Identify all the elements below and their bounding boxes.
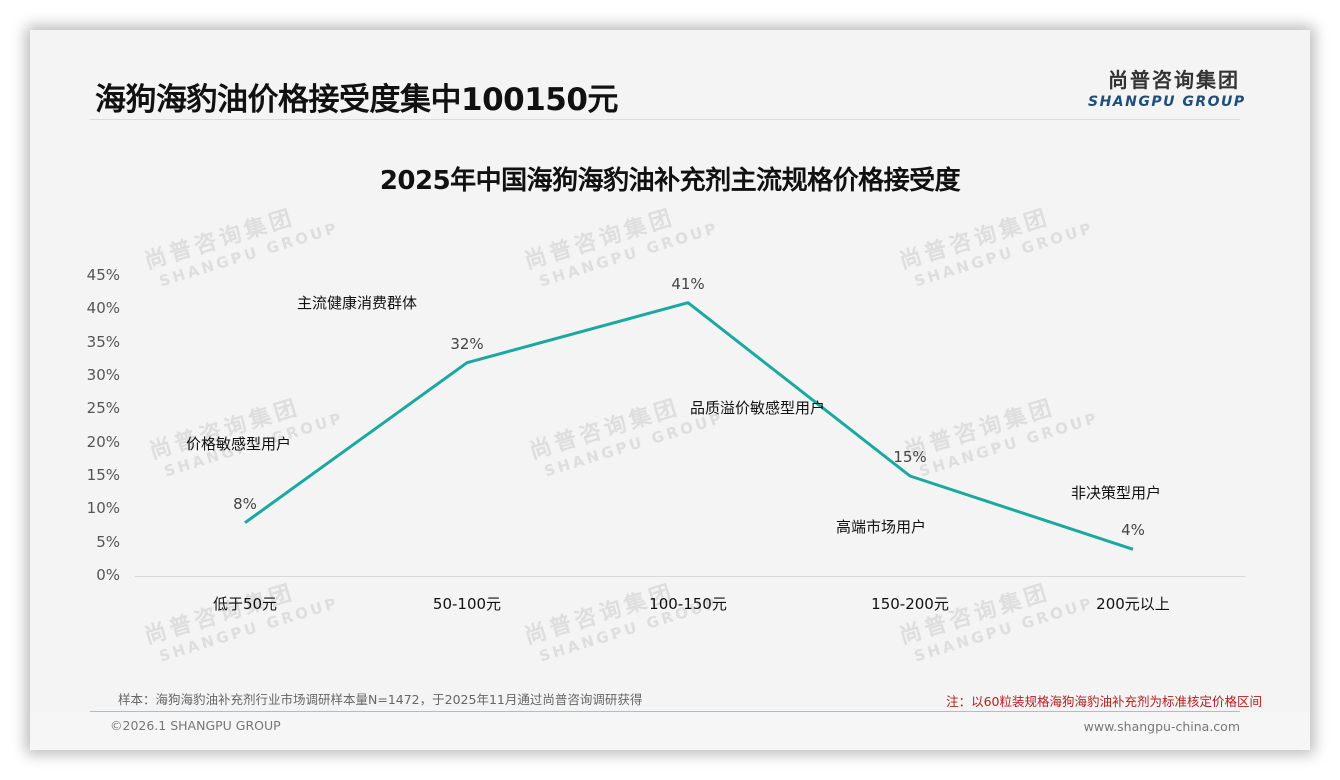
- company-logo: 尚普咨询集团 SHANGPU GROUP: [1088, 64, 1246, 110]
- pricing-note: 注：以60粒装规格海狗海豹油补充剂为标准核定价格区间: [946, 694, 1262, 709]
- annotation-non-decision: 非决策型用户: [1071, 484, 1162, 502]
- x-tick-label: 低于50元: [212, 595, 278, 613]
- data-label: 15%: [893, 448, 927, 466]
- data-label: 32%: [450, 334, 484, 353]
- y-tick-label: 15%: [86, 466, 120, 484]
- x-tick-label: 100-150元: [649, 595, 727, 613]
- x-tick-label: 200元以上: [1096, 595, 1170, 613]
- page-title: 海狗海豹油价格接受度集中100150元: [95, 82, 618, 118]
- y-tick-label: 25%: [86, 399, 120, 418]
- y-tick-label: 30%: [86, 366, 120, 384]
- source-note: 样本：海狗海豹油补充剂行业市场调研样本量N=1472，于2025年11月通过尚普…: [118, 692, 643, 707]
- y-tick-label: 20%: [86, 432, 120, 451]
- y-tick-label: 5%: [96, 532, 120, 551]
- footer-divider: [90, 711, 1240, 712]
- x-tick-label: 50-100元: [432, 595, 502, 613]
- acceptance-line-series: [244, 301, 1134, 551]
- y-tick-label: 0%: [96, 566, 120, 584]
- y-tick-label: 35%: [86, 332, 120, 351]
- chart-title: 2025年中国海狗海豹油补充剂主流规格价格接受度: [379, 166, 961, 196]
- y-tick-label: 45%: [86, 266, 120, 284]
- y-tick-label: 40%: [86, 299, 120, 318]
- title-divider: [90, 119, 1240, 120]
- data-label: 41%: [671, 274, 705, 293]
- slide: 尚普咨询集团 SHANGPU GROUP 尚普咨询集团 SHANGPU GROU…: [30, 30, 1310, 750]
- y-tick-label: 10%: [86, 499, 120, 518]
- data-label: 8%: [233, 494, 257, 513]
- data-label: 4%: [1121, 521, 1145, 540]
- line-chart-plot: [135, 301, 1245, 577]
- annotation-high-end: 高端市场用户: [836, 518, 927, 536]
- copyright: ©2026.1 SHANGPU GROUP: [110, 718, 281, 733]
- annotation-mainstream: 主流健康消费群体: [297, 294, 418, 312]
- x-tick-label: 150-200元: [871, 595, 949, 613]
- annotation-quality-premium: 品质溢价敏感型用户: [690, 399, 826, 417]
- logo-cn-text: 尚普咨询集团: [1108, 68, 1240, 92]
- footer-band: [30, 712, 1310, 750]
- website-link[interactable]: www.shangpu-china.com: [1083, 719, 1240, 734]
- logo-en-text: SHANGPU GROUP: [1088, 94, 1246, 110]
- annotation-price-sensitive: 价格敏感型用户: [186, 435, 292, 453]
